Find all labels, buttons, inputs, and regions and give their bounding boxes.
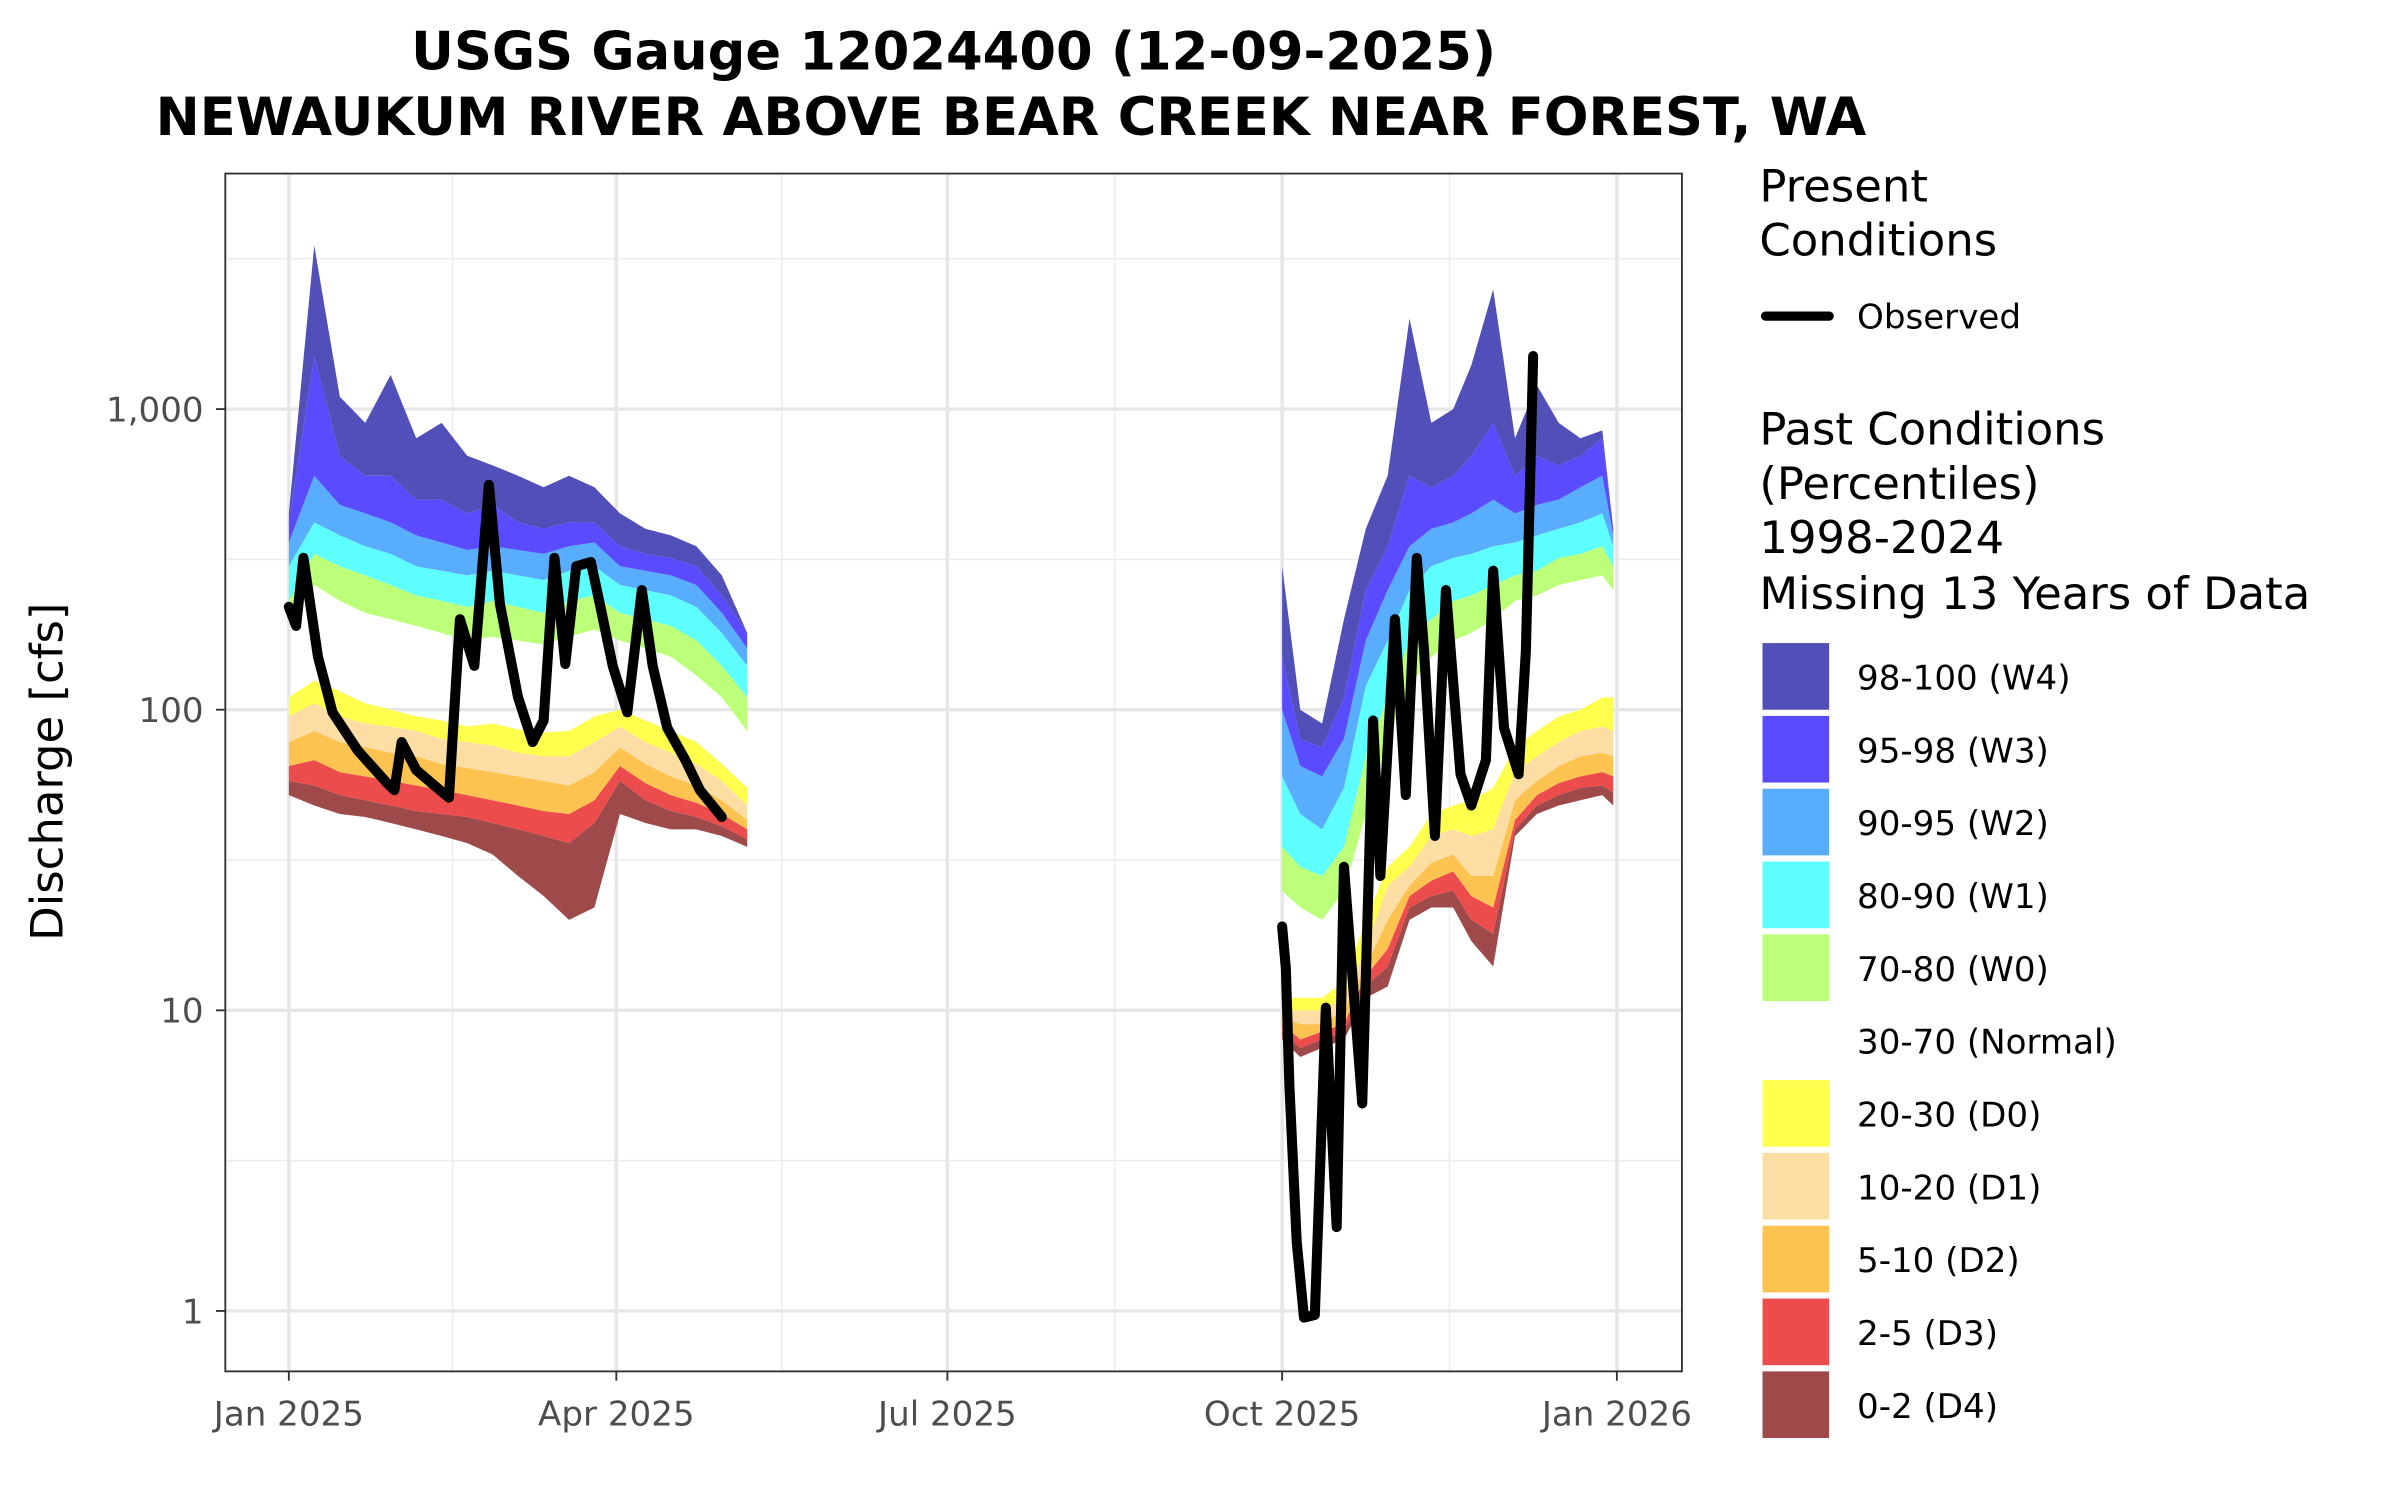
x-tick-label: Oct 2025 [1204, 1395, 1360, 1435]
legend-present-title-2: Conditions [1759, 214, 1997, 267]
legend-label: 95-98 (W3) [1857, 731, 2049, 771]
y-tick-label: 100 [139, 691, 204, 731]
band-80-90-w1--seg1 [288, 522, 748, 698]
legend-label: 5-10 (D2) [1857, 1241, 2020, 1281]
band-95-98-w3--seg1 [288, 356, 748, 649]
plot-border [224, 172, 1683, 1373]
chart-title-line-2: NEWAUKUM RIVER ABOVE BEAR CREEK NEAR FOR… [156, 87, 1867, 148]
legend-past-title-3: 1998-2024 [1759, 511, 2004, 564]
axis-ticks: 1 10 100 1,000 Jan 2025 Apr 2025 Jul 2025 Oct 2… [106, 390, 1692, 1434]
legend-past-title-2: (Percentiles) [1759, 457, 2039, 510]
legend-past-title-1: Past Conditions [1759, 403, 2105, 456]
legend-swatch [1762, 861, 1830, 929]
band-10-20-d1--seg2 [1282, 726, 1614, 1025]
band-70-80-w0--seg1 [288, 553, 748, 731]
chart-title-line-1: USGS Gauge 12024400 (12-09-2025) [411, 22, 1496, 83]
band-98-100-w4--seg1 [288, 245, 748, 634]
legend-label: 80-90 (W1) [1857, 877, 2049, 917]
y-tick-label: 10 [160, 992, 203, 1032]
observed-series [283, 351, 1539, 1323]
band-20-30-d0--seg1 [288, 680, 748, 806]
legend-swatch [1762, 1152, 1830, 1220]
legend-observed-label: Observed [1857, 298, 2021, 338]
legend-label: 90-95 (W2) [1857, 804, 2049, 844]
legend-label: 0-2 (D4) [1857, 1387, 1998, 1427]
legend-swatch [1762, 788, 1830, 856]
legend-label: 20-30 (D0) [1857, 1096, 2041, 1136]
legend: Present Conditions Observed Past Conditi… [1759, 159, 2310, 1439]
legend-label: 10-20 (D1) [1857, 1168, 2041, 1208]
legend-swatch [1762, 1298, 1830, 1366]
band-0-2-d4--seg1 [288, 780, 748, 920]
band-2-5-d3--seg1 [288, 760, 748, 844]
legend-swatch [1762, 643, 1830, 710]
observed-line-seg2 [1277, 351, 1539, 1323]
x-tick-label: Jan 2026 [1540, 1395, 1692, 1435]
y-tick-label: 1,000 [106, 390, 204, 430]
x-tick-label: Apr 2025 [538, 1395, 695, 1435]
legend-label: 70-80 (W0) [1857, 950, 2049, 990]
legend-swatch [1762, 715, 1830, 783]
legend-swatch [1762, 934, 1830, 1002]
band-95-98-w3--seg2 [1282, 422, 1614, 777]
band-10-20-d1--seg1 [288, 703, 748, 820]
observed-line-seg1 [283, 479, 727, 822]
band-90-95-w2--seg2 [1282, 475, 1614, 830]
legend-present-title-1: Present [1759, 159, 1928, 212]
x-tick-label: Jul 2025 [876, 1395, 1017, 1435]
legend-swatch [1762, 1225, 1830, 1293]
legend-label: 2-5 (D3) [1857, 1314, 1998, 1354]
legend-swatch [1762, 1371, 1830, 1439]
legend-label: 30-70 (Normal) [1857, 1023, 2117, 1063]
legend-label: 98-100 (W4) [1857, 659, 2071, 699]
legend-swatch [1762, 1080, 1830, 1147]
x-tick-label: Jan 2025 [212, 1395, 364, 1435]
y-axis-title: Discharge [cfs] [21, 603, 74, 941]
band-90-95-w2--seg1 [288, 475, 748, 666]
y-tick-label: 1 [182, 1292, 204, 1332]
legend-past-title-4: Missing 13 Years of Data [1759, 567, 2310, 620]
legend-swatch [1762, 1007, 1830, 1074]
